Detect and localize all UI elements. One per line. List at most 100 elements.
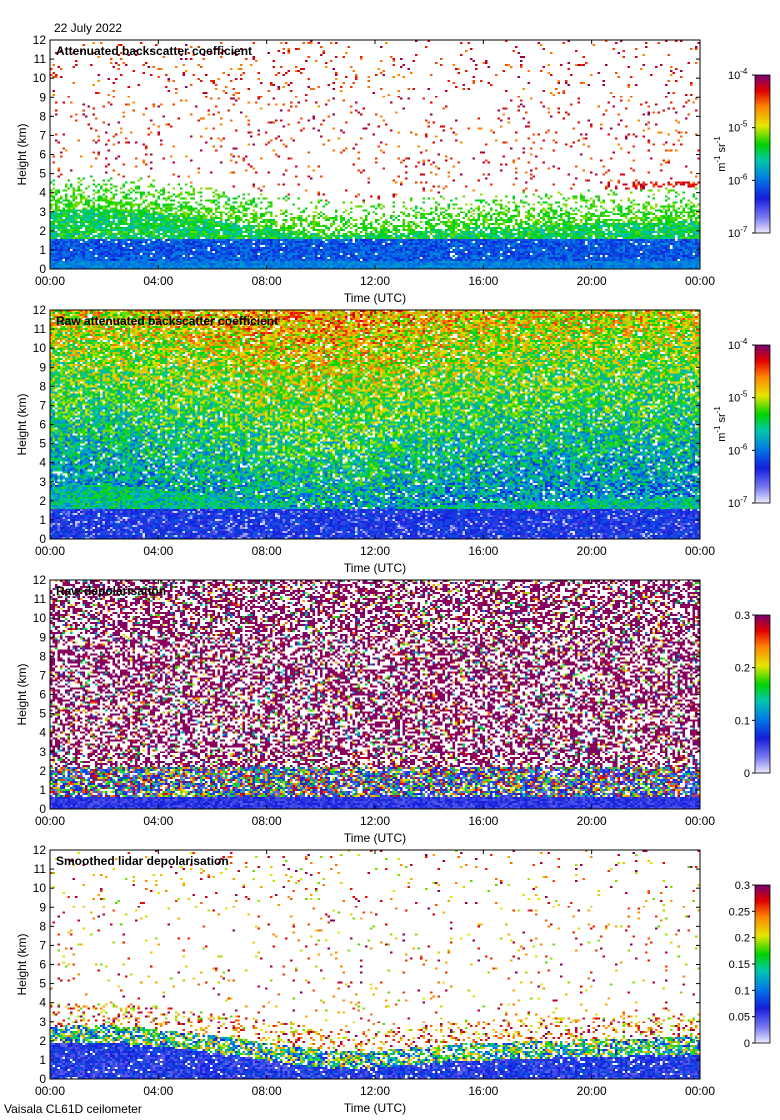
colorbar (754, 344, 771, 504)
y-tick-label: 9 (39, 630, 46, 644)
x-tick-label: 08:00 (252, 274, 282, 288)
x-tick-label: 00:00 (685, 544, 715, 558)
instrument-label: Vaisala CL61D ceilometer (4, 1102, 142, 1116)
y-tick-label: 12 (33, 573, 47, 587)
x-tick-label: 16:00 (468, 1084, 498, 1098)
y-tick-label: 6 (39, 958, 46, 972)
y-axis-label: Height (km) (15, 933, 29, 995)
y-tick-label: 3 (39, 475, 46, 489)
colorbar-tick-label: 10-4 (728, 67, 748, 82)
y-tick-label: 4 (39, 186, 46, 200)
y-tick-label: 5 (39, 437, 46, 451)
colorbar-tick-label: 0.1 (735, 985, 750, 997)
y-tick-label: 0 (39, 802, 46, 816)
colorbar-tick-label: 0.25 (729, 906, 750, 918)
panel-1: Attenuated backscatter coefficient012345… (15, 33, 771, 305)
x-tick-label: 04:00 (143, 1084, 173, 1098)
x-tick-label: 00:00 (685, 814, 715, 828)
colorbar-tick-label: 0 (744, 1038, 750, 1050)
y-tick-label: 4 (39, 996, 46, 1010)
x-tick-label: 12:00 (360, 1084, 390, 1098)
y-tick-label: 0 (39, 1072, 46, 1086)
colorbar-tick-label: 10-5 (728, 390, 748, 405)
y-tick-label: 1 (39, 243, 46, 257)
y-tick-label: 9 (39, 900, 46, 914)
y-tick-label: 10 (33, 611, 47, 625)
colorbar (754, 614, 771, 774)
x-axis-label: Time (UTC) (344, 291, 406, 305)
x-tick-label: 00:00 (35, 274, 65, 288)
x-tick-label: 20:00 (577, 544, 607, 558)
x-tick-label: 12:00 (360, 544, 390, 558)
colorbar-tick-label: 0.2 (735, 933, 750, 945)
y-tick-label: 10 (33, 341, 47, 355)
x-tick-label: 16:00 (468, 814, 498, 828)
y-tick-label: 3 (39, 1015, 46, 1029)
y-tick-label: 5 (39, 167, 46, 181)
heatmap-image (50, 580, 700, 809)
y-tick-label: 8 (39, 109, 46, 123)
y-tick-label: 2 (39, 1034, 46, 1048)
y-axis-label: Height (km) (15, 393, 29, 455)
y-tick-label: 1 (39, 1053, 46, 1067)
y-tick-label: 7 (39, 398, 46, 412)
colorbar-tick-label: 0.3 (735, 610, 750, 622)
x-tick-label: 00:00 (35, 544, 65, 558)
panel-title: Smoothed lidar depolarisation (56, 854, 229, 868)
y-tick-label: 2 (39, 494, 46, 508)
panel-title: Attenuated backscatter coefficient (56, 44, 252, 58)
x-tick-label: 20:00 (577, 1084, 607, 1098)
x-tick-label: 08:00 (252, 1084, 282, 1098)
y-axis-label: Height (km) (15, 123, 29, 185)
y-tick-label: 6 (39, 148, 46, 162)
panel-title: Raw depolarisation (56, 584, 166, 598)
colorbar-tick-label: 10-6 (728, 172, 748, 187)
y-tick-label: 1 (39, 513, 46, 527)
x-tick-label: 00:00 (685, 274, 715, 288)
y-tick-label: 12 (33, 303, 47, 317)
colorbar-tick-label: 10-5 (728, 120, 748, 135)
y-tick-label: 12 (33, 33, 47, 47)
colorbar-tick-label: 0.3 (735, 880, 750, 892)
y-tick-label: 9 (39, 360, 46, 374)
x-tick-label: 00:00 (35, 1084, 65, 1098)
y-tick-label: 5 (39, 977, 46, 991)
panel-4: Smoothed lidar depolarisation 0 1 2 3 4 5 6 7 8 9 1… (15, 843, 771, 1115)
x-tick-label: 04:00 (143, 814, 173, 828)
y-tick-label: 4 (39, 726, 46, 740)
colorbar-tick-label: 10-6 (728, 442, 748, 457)
y-tick-label: 7 (39, 128, 46, 142)
colorbar-tick-label: 0.2 (735, 663, 750, 675)
y-tick-label: 5 (39, 707, 46, 721)
x-axis-label: Time (UTC) (344, 831, 406, 845)
y-tick-label: 8 (39, 919, 46, 933)
y-axis-label: Height (km) (15, 663, 29, 725)
x-tick-label: 00:00 (35, 814, 65, 828)
y-tick-label: 0 (39, 262, 46, 276)
x-tick-label: 08:00 (252, 544, 282, 558)
y-tick-label: 10 (33, 881, 47, 895)
x-tick-label: 12:00 (360, 814, 390, 828)
y-tick-label: 8 (39, 379, 46, 393)
heatmap-image (50, 850, 700, 1079)
colorbar-tick-label: 0.15 (729, 959, 750, 971)
x-tick-label: 16:00 (468, 544, 498, 558)
y-tick-label: 7 (39, 938, 46, 952)
x-axis-label: Time (UTC) (344, 1101, 406, 1115)
y-tick-label: 2 (39, 224, 46, 238)
y-tick-label: 11 (34, 322, 47, 336)
y-tick-label: 6 (39, 418, 46, 432)
y-tick-label: 11 (34, 862, 47, 876)
x-tick-label: 20:00 (577, 814, 607, 828)
colorbar-tick-label: 10-4 (728, 337, 748, 352)
colorbar-tick-label: 0.1 (735, 715, 750, 727)
x-tick-label: 08:00 (252, 814, 282, 828)
x-tick-label: 04:00 (143, 274, 173, 288)
x-tick-label: 16:00 (468, 274, 498, 288)
date-label: 22 July 2022 (54, 21, 123, 35)
colorbar-tick-label: 10-7 (728, 495, 748, 510)
panel-title: Raw attenuated backscatter coefficient (56, 314, 278, 328)
y-tick-label: 6 (39, 688, 46, 702)
